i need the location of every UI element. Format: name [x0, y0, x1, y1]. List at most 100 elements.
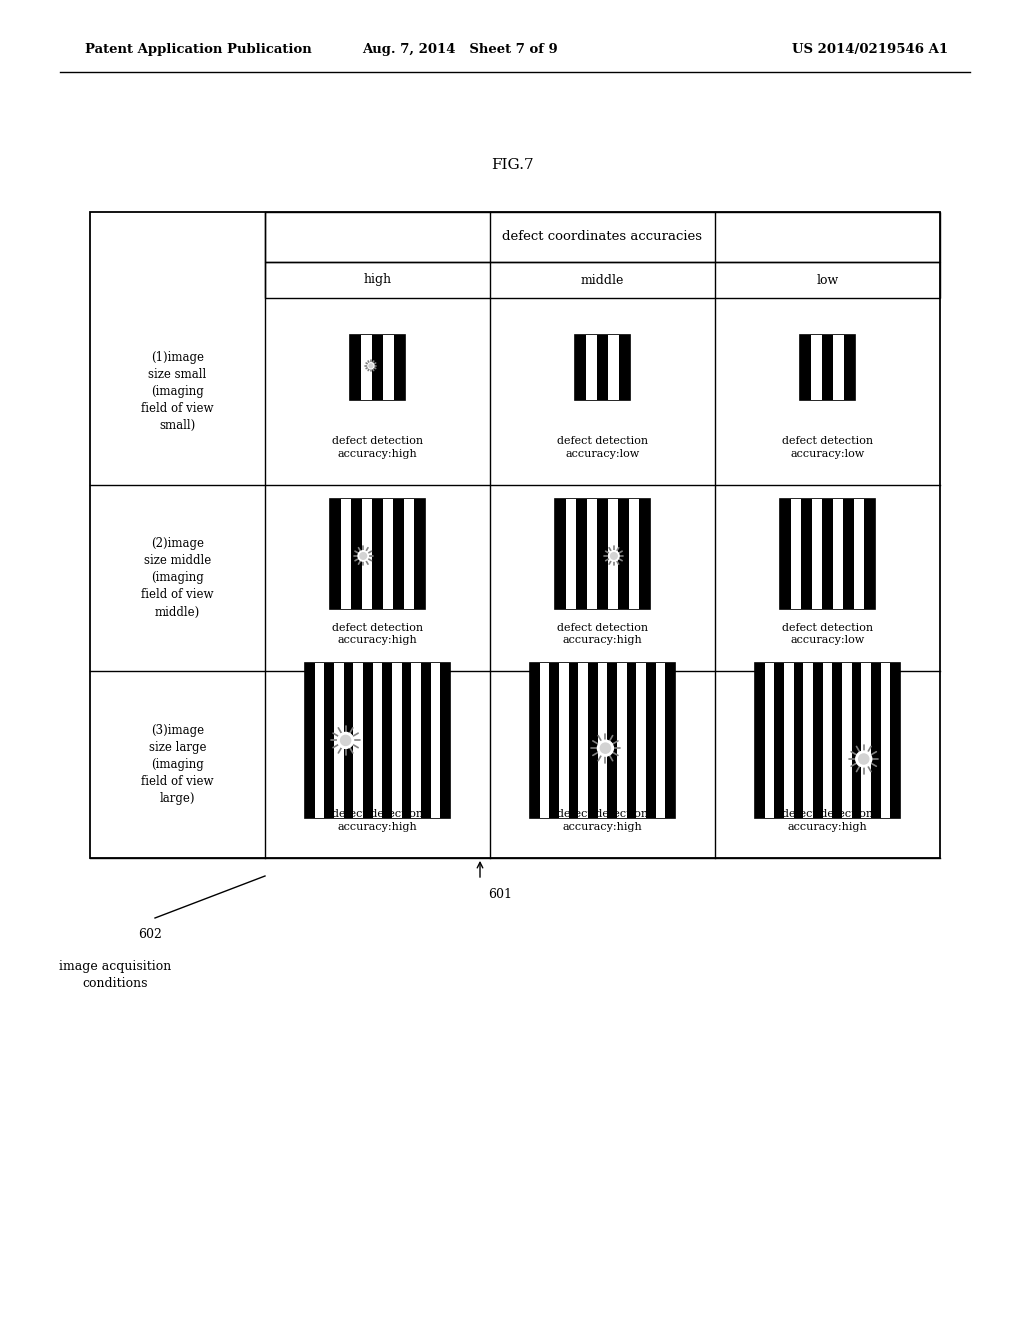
- Bar: [530, 663, 540, 818]
- Bar: [540, 663, 549, 818]
- Circle shape: [597, 741, 613, 756]
- Text: middle: middle: [581, 273, 625, 286]
- Bar: [403, 499, 415, 609]
- Bar: [361, 334, 372, 400]
- Bar: [780, 499, 874, 609]
- Bar: [597, 499, 608, 609]
- Bar: [305, 663, 450, 818]
- Bar: [822, 499, 833, 609]
- Bar: [334, 663, 344, 818]
- Circle shape: [358, 550, 369, 561]
- Text: high: high: [364, 273, 391, 286]
- Bar: [804, 663, 813, 818]
- Bar: [373, 663, 382, 818]
- Text: (3)image
size large
(imaging
field of view
large): (3)image size large (imaging field of vi…: [141, 725, 214, 805]
- Bar: [811, 334, 822, 400]
- Bar: [844, 499, 854, 609]
- Bar: [864, 499, 874, 609]
- Text: FIG.7: FIG.7: [490, 158, 534, 172]
- Bar: [383, 334, 394, 400]
- Bar: [330, 499, 341, 609]
- Circle shape: [856, 751, 871, 767]
- Bar: [393, 499, 403, 609]
- Bar: [608, 334, 618, 400]
- Bar: [392, 663, 401, 818]
- Bar: [588, 663, 598, 818]
- Bar: [833, 663, 842, 818]
- Bar: [844, 334, 855, 400]
- Text: image acquisition
conditions: image acquisition conditions: [58, 960, 171, 990]
- Bar: [812, 499, 822, 609]
- Bar: [265, 213, 940, 261]
- Text: defect detection
accuracy:high: defect detection accuracy:high: [332, 809, 423, 832]
- Bar: [412, 663, 421, 818]
- Circle shape: [859, 754, 868, 764]
- Circle shape: [600, 743, 610, 754]
- Bar: [383, 499, 393, 609]
- Bar: [362, 663, 373, 818]
- Bar: [791, 499, 801, 609]
- Bar: [822, 334, 833, 400]
- Bar: [579, 663, 588, 818]
- Bar: [800, 334, 855, 400]
- Bar: [833, 334, 844, 400]
- Text: defect detection
accuracy:high: defect detection accuracy:high: [782, 809, 873, 832]
- Bar: [305, 663, 314, 818]
- Text: defect coordinates accuracies: defect coordinates accuracies: [503, 231, 702, 243]
- Text: 602: 602: [138, 928, 162, 941]
- Circle shape: [368, 363, 374, 368]
- Bar: [774, 663, 784, 818]
- Bar: [627, 663, 636, 818]
- Bar: [636, 663, 646, 818]
- Bar: [350, 334, 361, 400]
- Circle shape: [369, 364, 373, 368]
- Bar: [372, 334, 383, 400]
- Bar: [575, 334, 630, 400]
- Text: 601: 601: [488, 888, 512, 902]
- Circle shape: [608, 550, 620, 561]
- Bar: [813, 663, 822, 818]
- Bar: [559, 663, 568, 818]
- Bar: [755, 663, 765, 818]
- Bar: [890, 663, 900, 818]
- Bar: [382, 663, 392, 818]
- Bar: [530, 663, 675, 818]
- Bar: [755, 663, 900, 818]
- Bar: [586, 334, 597, 400]
- Text: (1)image
size small
(imaging
field of view
small): (1)image size small (imaging field of vi…: [141, 351, 214, 432]
- Bar: [314, 663, 325, 818]
- Bar: [568, 663, 579, 818]
- Bar: [842, 663, 852, 818]
- Circle shape: [341, 735, 350, 746]
- Bar: [666, 663, 675, 818]
- Bar: [765, 663, 774, 818]
- Bar: [90, 213, 940, 858]
- Text: Patent Application Publication: Patent Application Publication: [85, 44, 311, 57]
- Text: US 2014/0219546 A1: US 2014/0219546 A1: [792, 44, 948, 57]
- Bar: [555, 499, 650, 609]
- Bar: [401, 663, 412, 818]
- Bar: [421, 663, 431, 818]
- Bar: [780, 499, 791, 609]
- Circle shape: [338, 733, 353, 748]
- Bar: [341, 499, 351, 609]
- Bar: [577, 499, 587, 609]
- Text: Aug. 7, 2014   Sheet 7 of 9: Aug. 7, 2014 Sheet 7 of 9: [362, 44, 558, 57]
- Bar: [351, 499, 361, 609]
- Bar: [629, 499, 639, 609]
- Bar: [344, 663, 353, 818]
- Bar: [618, 334, 630, 400]
- Bar: [852, 663, 861, 818]
- Bar: [598, 663, 607, 818]
- Bar: [794, 663, 804, 818]
- Bar: [800, 334, 811, 400]
- Text: low: low: [816, 273, 839, 286]
- Bar: [587, 499, 597, 609]
- Bar: [330, 499, 425, 609]
- Bar: [549, 663, 559, 818]
- Bar: [440, 663, 450, 818]
- Bar: [784, 663, 794, 818]
- Text: defect detection
accuracy:high: defect detection accuracy:high: [332, 436, 423, 458]
- Bar: [361, 499, 372, 609]
- Bar: [646, 663, 655, 818]
